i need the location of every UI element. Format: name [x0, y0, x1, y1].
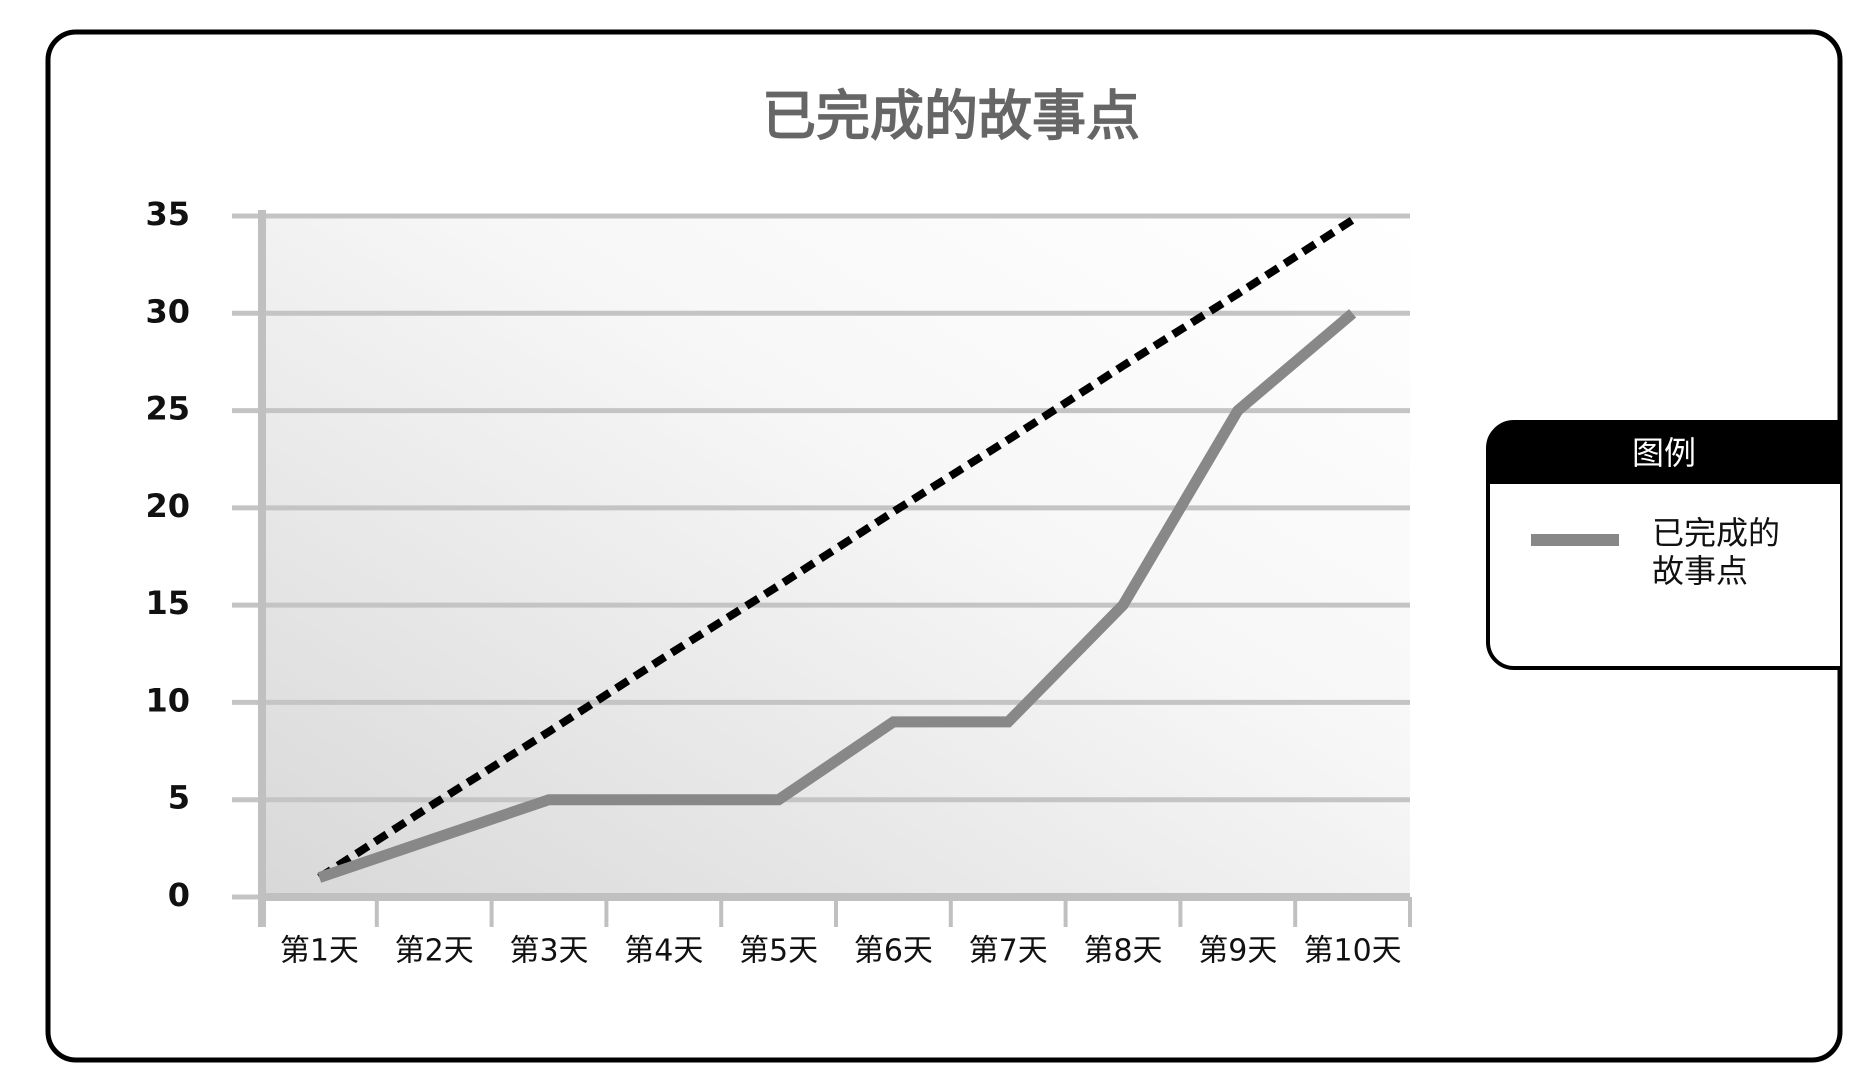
- y-tick-label: 10: [145, 681, 190, 719]
- x-tick-label: 第2天: [395, 934, 474, 969]
- chart-title: 已完成的故事点: [762, 85, 1140, 148]
- x-tick-label: 第8天: [1083, 934, 1162, 969]
- y-tick-label: 15: [145, 584, 190, 622]
- data-line: [317, 309, 1357, 883]
- y-tick-label: 0: [168, 876, 190, 914]
- legend-label: 已完成的故事点: [1652, 514, 1781, 590]
- x-tick-label: 第4天: [624, 934, 703, 969]
- x-tick-label: 第6天: [854, 934, 933, 969]
- legend: 图例: [1486, 420, 1840, 670]
- x-tick-label: 第9天: [1198, 934, 1277, 969]
- x-tick-label: 第3天: [509, 934, 588, 969]
- y-tick-label: 25: [145, 390, 190, 428]
- plot-area: [262, 216, 1410, 897]
- y-tick-label: 30: [145, 292, 190, 330]
- x-tick-label: 第5天: [739, 934, 818, 969]
- x-tick-label: 第10天: [1304, 934, 1402, 969]
- y-tick-label: 5: [168, 779, 190, 817]
- x-tick-label: 第7天: [969, 934, 1048, 969]
- legend-header: [1488, 422, 1840, 484]
- legend-title: 图例: [1632, 434, 1696, 472]
- y-tick-label: 35: [145, 195, 190, 233]
- target-line: [317, 216, 1355, 881]
- x-tick-label: 第1天: [280, 934, 359, 969]
- y-tick-label: 20: [145, 487, 190, 525]
